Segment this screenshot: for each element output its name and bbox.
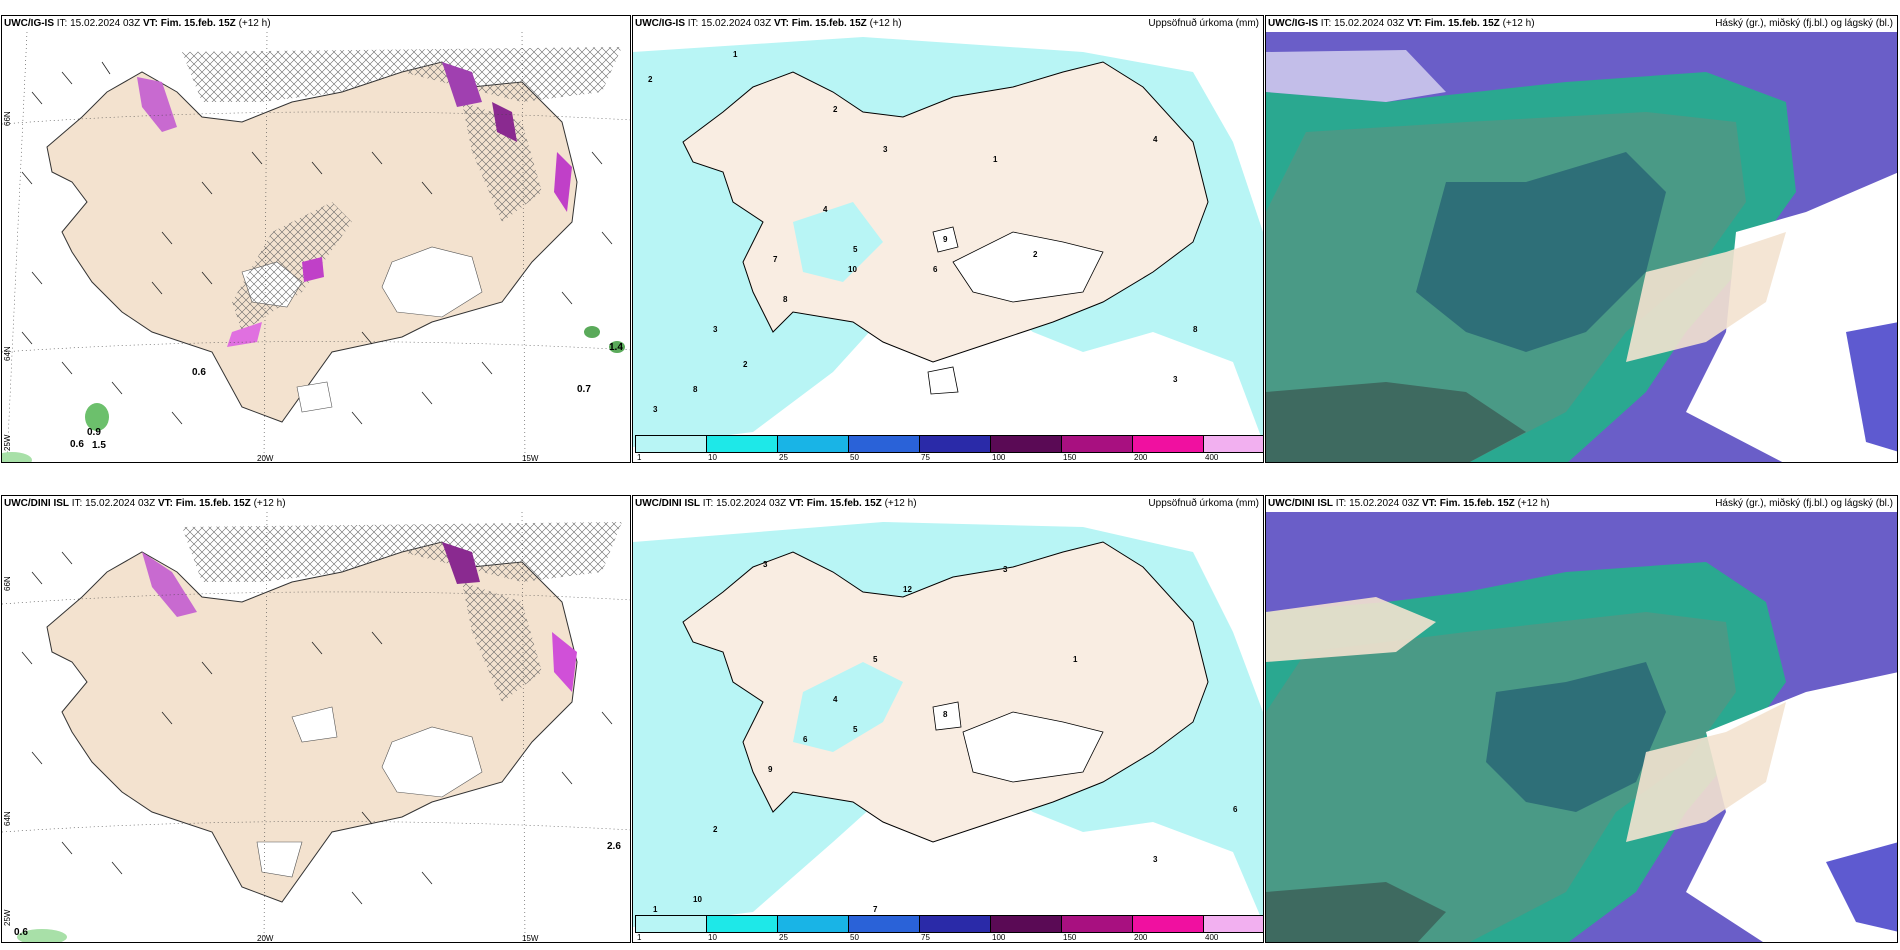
precip-value: 10 bbox=[848, 265, 857, 274]
lon-label-25w: 25W bbox=[3, 909, 12, 926]
lat-label-64n: 64N bbox=[3, 811, 12, 826]
panel-title: UWC/IG-IS IT: 15.02.2024 03Z VT: Fim. 15… bbox=[1268, 18, 1535, 29]
precip-legend: 1 10 25 50 75 100 150 200 400 bbox=[635, 435, 1263, 462]
precip-value: 6 bbox=[1233, 805, 1238, 814]
wind-value: 1.4 bbox=[609, 342, 623, 353]
panel-subtitle: Uppsöfnuð úrkoma (mm) bbox=[1148, 498, 1259, 509]
legend-cell: 400 bbox=[1203, 435, 1263, 462]
wind-map: 0.6 0.9 0.6 1.5 0.7 1.4 bbox=[2, 32, 630, 462]
precip-map: 3 12 3 5 4 5 6 9 8 1 10 1 7 3 6 2 bbox=[633, 512, 1263, 927]
precip-value: 3 bbox=[1003, 565, 1008, 574]
precip-value: 12 bbox=[903, 585, 912, 594]
lon-label-20w: 20W bbox=[257, 454, 274, 463]
precip-value: 9 bbox=[943, 235, 948, 244]
panel-clouds-ig: UWC/IG-IS IT: 15.02.2024 03Z VT: Fim. 15… bbox=[1265, 15, 1898, 463]
legend-cell: 100 bbox=[990, 435, 1062, 462]
lon-label-15w: 15W bbox=[522, 454, 539, 463]
legend-cell: 75 bbox=[919, 915, 991, 942]
lon-label-20w: 20W bbox=[257, 934, 274, 943]
precip-value: 6 bbox=[803, 735, 808, 744]
lat-label-64n: 64N bbox=[3, 346, 12, 361]
legend-cell: 25 bbox=[777, 435, 849, 462]
panel-title: UWC/IG-IS IT: 15.02.2024 03Z VT: Fim. 15… bbox=[4, 18, 271, 29]
lon-label-25w: 25W bbox=[3, 434, 12, 451]
precip-value: 8 bbox=[1193, 325, 1198, 334]
glacier bbox=[296, 381, 333, 413]
panel-subtitle: Háský (gr.), miðský (fj.bl.) og lágský (… bbox=[1715, 18, 1893, 29]
cloud-map bbox=[1266, 512, 1897, 942]
legend-cell: 75 bbox=[919, 435, 991, 462]
precip-value: 4 bbox=[823, 205, 828, 214]
legend-cell: 150 bbox=[1061, 915, 1133, 942]
legend-cell: 10 bbox=[706, 915, 778, 942]
panel-wind-dini: UWC/DINI ISL IT: 15.02.2024 03Z VT: Fim.… bbox=[1, 495, 631, 943]
panel-title: UWC/IG-IS IT: 15.02.2024 03Z VT: Fim. 15… bbox=[635, 18, 902, 29]
panel-title: UWC/DINI ISL IT: 15.02.2024 03Z VT: Fim.… bbox=[1268, 498, 1550, 509]
legend-cell: 200 bbox=[1132, 435, 1204, 462]
precip-value: 3 bbox=[1173, 375, 1178, 384]
legend-cell: 25 bbox=[777, 915, 849, 942]
precip-value: 2 bbox=[833, 105, 838, 114]
legend-cell: 50 bbox=[848, 435, 920, 462]
precip-value: 3 bbox=[763, 560, 768, 569]
precip-value: 8 bbox=[693, 385, 698, 394]
legend-cell: 100 bbox=[990, 915, 1062, 942]
wind-value: 2.6 bbox=[607, 841, 621, 852]
precip-value: 2 bbox=[648, 75, 653, 84]
precip-value: 3 bbox=[1153, 855, 1158, 864]
legend-cell: 400 bbox=[1203, 915, 1263, 942]
lat-label-66n: 66N bbox=[3, 576, 12, 591]
precip-value: 3 bbox=[653, 405, 658, 414]
lon-label-15w: 15W bbox=[522, 934, 539, 943]
precip-value: 7 bbox=[873, 905, 878, 914]
cloud-map bbox=[1266, 32, 1897, 462]
precip-value: 1 bbox=[653, 905, 658, 914]
wind-value: 0.7 bbox=[577, 384, 591, 395]
legend-cell: 1 bbox=[635, 915, 707, 942]
precip-value: 2 bbox=[713, 825, 718, 834]
lat-label-66n: 66N bbox=[3, 111, 12, 126]
panel-precip-dini: UWC/DINI ISL IT: 15.02.2024 03Z VT: Fim.… bbox=[632, 495, 1264, 943]
precip-value: 7 bbox=[773, 255, 778, 264]
precip-value: 4 bbox=[833, 695, 838, 704]
precip-value: 2 bbox=[743, 360, 748, 369]
wind-value: 1.5 bbox=[92, 440, 106, 451]
wind-value: 0.9 bbox=[87, 427, 101, 438]
wind-value: 0.6 bbox=[70, 439, 84, 450]
wind-map: 0.6 2.6 bbox=[2, 512, 630, 942]
glacier bbox=[381, 246, 483, 318]
panel-title: UWC/DINI ISL IT: 15.02.2024 03Z VT: Fim.… bbox=[635, 498, 917, 509]
precip-value: 3 bbox=[713, 325, 718, 334]
precip-value: 1 bbox=[1073, 655, 1078, 664]
precip-value: 1 bbox=[733, 50, 738, 59]
panel-subtitle: Háský (gr.), miðský (fj.bl.) og lágský (… bbox=[1715, 498, 1893, 509]
precip-value: 3 bbox=[883, 145, 888, 154]
precip-value: 10 bbox=[693, 895, 702, 904]
precip-value: 1 bbox=[993, 155, 998, 164]
legend-cell: 50 bbox=[848, 915, 920, 942]
legend-cell: 1 bbox=[635, 435, 707, 462]
precip-value: 8 bbox=[783, 295, 788, 304]
precip-value: 6 bbox=[933, 265, 938, 274]
precip-legend: 1 10 25 50 75 100 150 200 400 bbox=[635, 915, 1263, 942]
panel-precip-ig: UWC/IG-IS IT: 15.02.2024 03Z VT: Fim. 15… bbox=[632, 15, 1264, 463]
precip-value: 4 bbox=[1153, 135, 1158, 144]
precip-value: 5 bbox=[853, 725, 858, 734]
precip-value: 2 bbox=[1033, 250, 1038, 259]
panel-title: UWC/DINI ISL IT: 15.02.2024 03Z VT: Fim.… bbox=[4, 498, 286, 509]
legend-cell: 150 bbox=[1061, 435, 1133, 462]
precip-value: 5 bbox=[853, 245, 858, 254]
precip-value: 9 bbox=[768, 765, 773, 774]
panel-clouds-dini: UWC/DINI ISL IT: 15.02.2024 03Z VT: Fim.… bbox=[1265, 495, 1898, 943]
precip-value: 5 bbox=[873, 655, 878, 664]
wind-value: 0.6 bbox=[14, 927, 28, 938]
wind-value: 0.6 bbox=[192, 367, 206, 378]
legend-cell: 200 bbox=[1132, 915, 1204, 942]
panel-subtitle: Uppsöfnuð úrkoma (mm) bbox=[1148, 18, 1259, 29]
legend-cell: 10 bbox=[706, 435, 778, 462]
precip-map: 2 1 2 3 4 5 7 8 10 6 9 1 8 3 3 8 2 3 2 4 bbox=[633, 32, 1263, 447]
precip-value: 8 bbox=[943, 710, 948, 719]
panel-wind-ig: UWC/IG-IS IT: 15.02.2024 03Z VT: Fim. 15… bbox=[1, 15, 631, 463]
